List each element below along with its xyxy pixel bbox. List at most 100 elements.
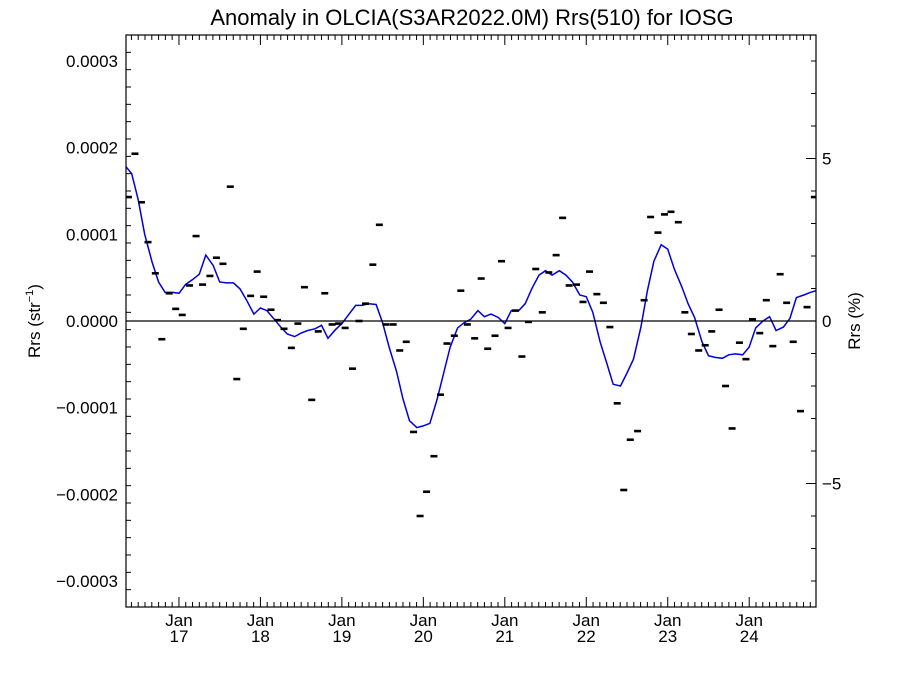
monthly-anomaly-marker [748,317,756,321]
monthly-anomaly-marker [797,409,805,413]
left-tick-label: 0.0003 [66,52,118,71]
monthly-anomaly-marker [634,429,642,433]
monthly-anomaly-marker [498,259,506,263]
monthly-anomaly-marker [715,308,723,312]
monthly-anomaly-marker [687,332,695,336]
x-tick-year-label: 20 [414,627,433,646]
monthly-anomaly-marker [402,340,410,344]
left-axis-label: Rrs (str−1) [24,284,44,358]
monthly-anomaly-marker [762,298,770,302]
monthly-anomaly-marker [443,342,451,345]
left-axis-label-main: Rrs (str [25,302,44,358]
monthly-anomaly-marker [300,285,308,289]
monthly-anomaly-marker [212,256,220,260]
x-tick-month-label: Jan [491,611,518,630]
monthly-anomaly-marker [226,185,234,188]
monthly-anomaly-marker [396,349,404,352]
monthly-anomaly-marker [783,301,791,305]
monthly-anomaly-marker [369,263,377,266]
monthly-anomaly-marker [620,488,628,492]
monthly-anomaly-marker [518,355,526,358]
monthly-anomaly-marker [239,327,247,331]
monthly-anomaly-marker [681,311,689,314]
monthly-anomaly-marker [362,302,370,305]
left-tick-label: −0.0002 [56,485,118,504]
monthly-anomaly-marker [287,346,295,350]
monthly-anomaly-marker [756,331,764,335]
plot-area [125,34,817,608]
left-tick-label: −0.0001 [56,399,118,418]
monthly-anomaly-marker [158,337,166,341]
monthly-anomaly-marker [144,240,152,244]
monthly-anomaly-marker [410,430,418,434]
monthly-anomaly-marker [471,337,479,340]
x-tick-month-label: Jan [410,611,437,630]
monthly-anomaly-marker [430,454,438,458]
monthly-anomaly-marker [186,284,194,287]
monthly-anomaly-marker [599,301,607,305]
left-axis-label-close: ) [25,284,44,290]
monthly-anomaly-marker [667,210,675,214]
monthly-anomaly-marker [524,320,532,324]
monthly-anomaly-marker [137,200,145,204]
monthly-anomaly-marker [423,490,431,494]
monthly-anomaly-marker [491,334,499,338]
monthly-anomaly-marker [545,271,553,274]
x-tick-month-label: Jan [654,611,681,630]
x-tick-year-label: 23 [658,627,677,646]
monthly-anomaly-marker [308,398,316,402]
monthly-anomaly-marker [626,438,634,442]
x-tick-year-label: 21 [495,627,514,646]
right-y-axis: 5 0 −5 [806,60,841,582]
monthly-anomaly-marker [504,326,512,330]
monthly-anomaly-marker [348,367,356,370]
monthly-anomaly-marker [654,231,662,234]
monthly-anomaly-marker [769,344,777,348]
monthly-anomaly-marker [382,323,390,326]
monthly-anomaly-marker [776,272,784,276]
left-tick-label: 0.0000 [66,312,118,331]
x-tick-year-label: 24 [740,627,759,646]
anomaly-smoothed-line [126,166,816,429]
right-tick-label: 5 [822,150,831,169]
x-tick-month-label: Jan [165,611,192,630]
monthly-anomaly-marker [660,213,668,216]
monthly-anomaly-marker [131,152,139,156]
x-tick-month-label: Jan [573,611,600,630]
monthly-anomaly-marker [484,347,492,351]
monthly-anomaly-marker [267,308,275,312]
monthly-anomaly-marker [247,294,255,298]
monthly-anomaly-marker [280,327,288,331]
monthly-anomaly-marker [722,384,730,388]
monthly-anomaly-marker [206,274,214,278]
monthly-anomaly-marker [647,215,655,219]
monthly-anomaly-marker [151,272,159,275]
left-tick-label: 0.0002 [66,139,118,158]
monthly-anomaly-marker [674,220,682,224]
x-tick-month-label: Jan [328,611,355,630]
x-tick-year-label: 18 [251,627,270,646]
monthly-anomaly-marker [565,284,573,287]
monthly-anomaly-marker [341,326,349,330]
monthly-anomaly-marker [314,330,322,333]
monthly-anomaly-marker [789,340,797,344]
monthly-anomaly-marker [321,291,329,295]
monthly-anomaly-marker [463,323,471,326]
monthly-anomaly-marker [335,322,343,325]
monthly-anomaly-marker [728,427,736,430]
monthly-anomaly-marker [253,270,261,273]
monthly-anomaly-marker [436,393,444,396]
monthly-anomaly-marker [559,216,567,220]
monthly-anomaly-marker [579,300,587,304]
monthly-anomaly-marker [126,195,132,199]
monthly-anomaly-marker [572,283,580,286]
monthly-anomaly-marker [199,283,207,286]
monthly-anomaly-marker [742,357,750,361]
monthly-anomaly-marker [586,270,594,273]
monthly-anomaly-marker [274,318,282,322]
chart-title: Anomaly in OLCIA(S3AR2022.0M) Rrs(510) f… [210,5,733,30]
monthly-anomaly-marker [477,277,485,280]
x-tick-year-label: 22 [577,627,596,646]
monthly-anomaly-marker [606,325,614,329]
